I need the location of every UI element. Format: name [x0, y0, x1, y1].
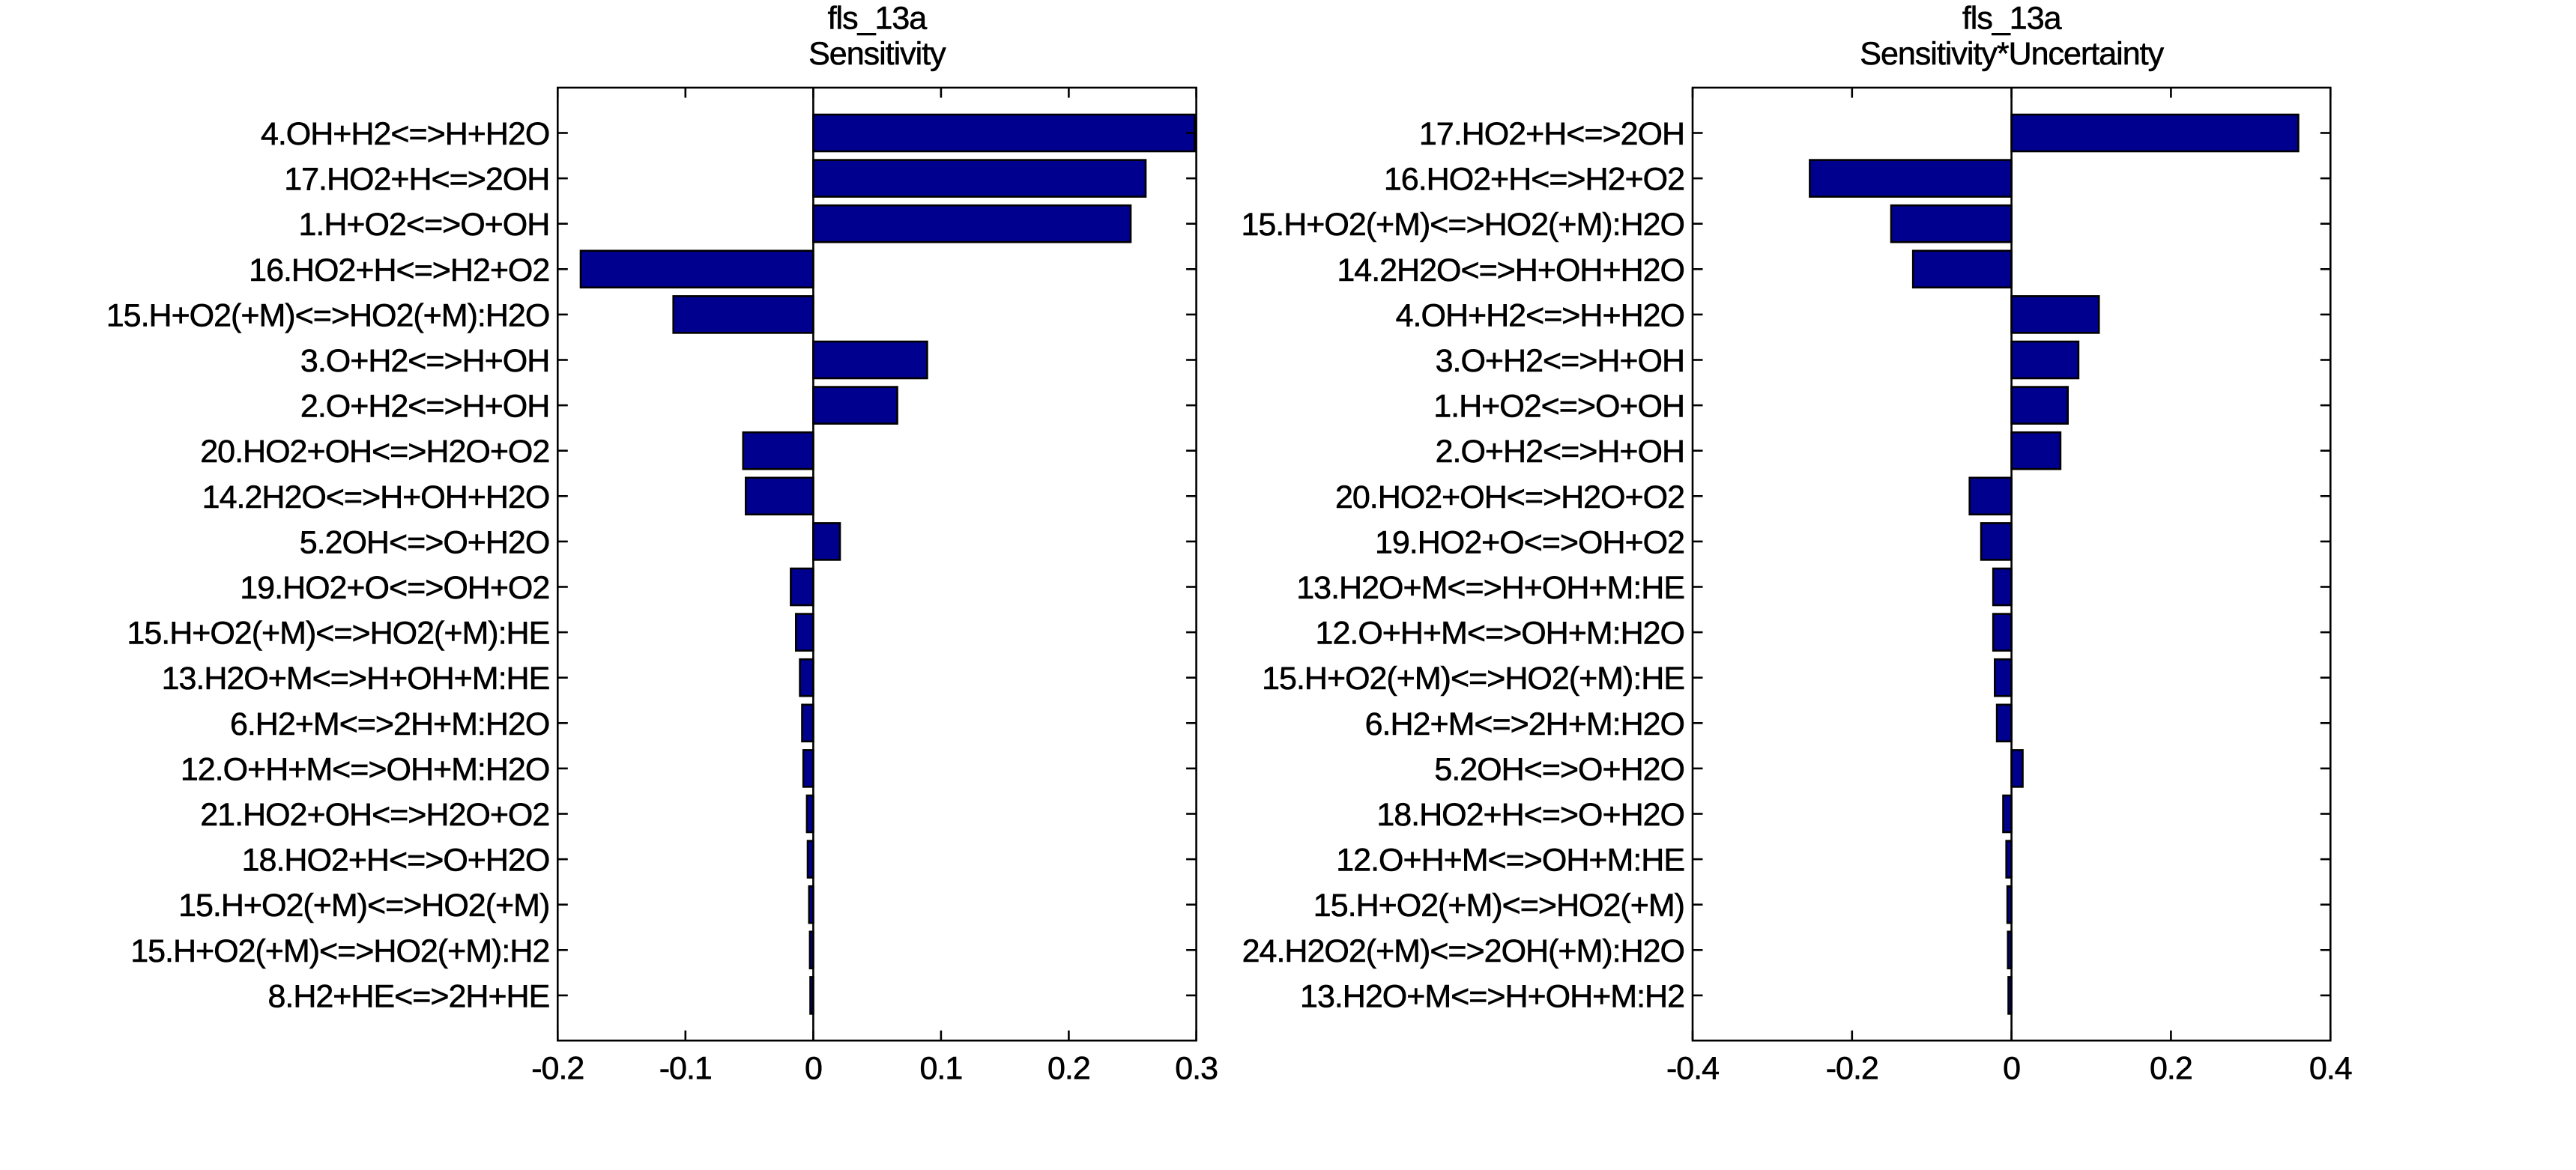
svg-text:5.2OH<=>O+H2O: 5.2OH<=>O+H2O — [300, 524, 550, 560]
svg-text:19.HO2+O<=>OH+O2: 19.HO2+O<=>OH+O2 — [240, 570, 549, 606]
svg-text:6.H2+M<=>2H+M:H2O: 6.H2+M<=>2H+M:H2O — [1365, 706, 1684, 742]
svg-text:0.2: 0.2 — [1047, 1050, 1090, 1086]
svg-text:-0.4: -0.4 — [1666, 1050, 1719, 1086]
svg-text:-0.2: -0.2 — [1826, 1050, 1878, 1086]
svg-text:fls_13a: fls_13a — [828, 1, 928, 37]
svg-text:13.H2O+M<=>H+OH+M:HE: 13.H2O+M<=>H+OH+M:HE — [1296, 570, 1684, 606]
svg-text:0.3: 0.3 — [1175, 1050, 1218, 1086]
svg-text:1.H+O2<=>O+OH: 1.H+O2<=>O+OH — [1433, 389, 1684, 425]
svg-text:20.HO2+OH<=>H2O+O2: 20.HO2+OH<=>H2O+O2 — [1335, 479, 1684, 515]
svg-text:-0.1: -0.1 — [659, 1050, 712, 1086]
svg-text:17.HO2+H<=>2OH: 17.HO2+H<=>2OH — [1419, 116, 1684, 152]
svg-text:15.H+O2(+M)<=>HO2(+M):HE: 15.H+O2(+M)<=>HO2(+M):HE — [127, 616, 549, 652]
svg-text:15.H+O2(+M)<=>HO2(+M): 15.H+O2(+M)<=>HO2(+M) — [1313, 888, 1684, 924]
svg-text:18.HO2+H<=>O+H2O: 18.HO2+H<=>O+H2O — [1376, 797, 1684, 833]
svg-text:12.O+H+M<=>OH+M:HE: 12.O+H+M<=>OH+M:HE — [1336, 843, 1684, 879]
svg-text:2.O+H2<=>H+OH: 2.O+H2<=>H+OH — [1436, 434, 1684, 470]
svg-text:13.H2O+M<=>H+OH+M:HE: 13.H2O+M<=>H+OH+M:HE — [162, 661, 550, 697]
svg-text:12.O+H+M<=>OH+M:H2O: 12.O+H+M<=>OH+M:H2O — [1316, 616, 1684, 652]
svg-text:0.1: 0.1 — [920, 1050, 963, 1086]
svg-text:15.H+O2(+M)<=>HO2(+M):H2O: 15.H+O2(+M)<=>HO2(+M):H2O — [106, 297, 550, 333]
svg-text:3.O+H2<=>H+OH: 3.O+H2<=>H+OH — [300, 343, 549, 379]
svg-text:fls_13a: fls_13a — [1962, 1, 2062, 37]
svg-text:12.O+H+M<=>OH+M:H2O: 12.O+H+M<=>OH+M:H2O — [181, 751, 549, 787]
svg-text:15.H+O2(+M)<=>HO2(+M):H2O: 15.H+O2(+M)<=>HO2(+M):H2O — [1241, 207, 1684, 243]
svg-text:19.HO2+O<=>OH+O2: 19.HO2+O<=>OH+O2 — [1375, 524, 1684, 560]
svg-text:4.OH+H2<=>H+H2O: 4.OH+H2<=>H+H2O — [261, 116, 549, 152]
svg-text:2.O+H2<=>H+OH: 2.O+H2<=>H+OH — [300, 389, 549, 425]
svg-text:15.H+O2(+M)<=>HO2(+M): 15.H+O2(+M)<=>HO2(+M) — [178, 888, 549, 924]
svg-text:-0.2: -0.2 — [531, 1050, 584, 1086]
svg-text:Sensitivity: Sensitivity — [808, 36, 946, 72]
svg-text:16.HO2+H<=>H2+O2: 16.HO2+H<=>H2+O2 — [1384, 162, 1684, 198]
svg-text:0: 0 — [2003, 1050, 2020, 1086]
svg-text:15.H+O2(+M)<=>HO2(+M):HE: 15.H+O2(+M)<=>HO2(+M):HE — [1262, 661, 1684, 697]
svg-text:0: 0 — [805, 1050, 822, 1086]
svg-text:14.2H2O<=>H+OH+H2O: 14.2H2O<=>H+OH+H2O — [1337, 252, 1684, 288]
svg-text:Sensitivity*Uncertainty: Sensitivity*Uncertainty — [1860, 36, 2164, 72]
svg-text:3.O+H2<=>H+OH: 3.O+H2<=>H+OH — [1436, 343, 1684, 379]
svg-text:8.H2+HE<=>2H+HE: 8.H2+HE<=>2H+HE — [267, 978, 549, 1014]
svg-text:14.2H2O<=>H+OH+H2O: 14.2H2O<=>H+OH+H2O — [202, 479, 550, 515]
svg-text:13.H2O+M<=>H+OH+M:H2: 13.H2O+M<=>H+OH+M:H2 — [1300, 978, 1684, 1014]
svg-text:18.HO2+H<=>O+H2O: 18.HO2+H<=>O+H2O — [242, 843, 550, 879]
svg-text:0.4: 0.4 — [2309, 1050, 2352, 1086]
svg-text:24.H2O2(+M)<=>2OH(+M):H2O: 24.H2O2(+M)<=>2OH(+M):H2O — [1242, 933, 1684, 969]
svg-text:21.HO2+OH<=>H2O+O2: 21.HO2+OH<=>H2O+O2 — [200, 797, 549, 833]
svg-text:20.HO2+OH<=>H2O+O2: 20.HO2+OH<=>H2O+O2 — [200, 434, 549, 470]
svg-text:0.2: 0.2 — [2150, 1050, 2192, 1086]
svg-text:6.H2+M<=>2H+M:H2O: 6.H2+M<=>2H+M:H2O — [230, 706, 549, 742]
svg-text:4.OH+H2<=>H+H2O: 4.OH+H2<=>H+H2O — [1396, 297, 1684, 333]
svg-text:1.H+O2<=>O+OH: 1.H+O2<=>O+OH — [299, 207, 550, 243]
svg-text:15.H+O2(+M)<=>HO2(+M):H2: 15.H+O2(+M)<=>HO2(+M):H2 — [130, 933, 549, 969]
svg-text:16.HO2+H<=>H2+O2: 16.HO2+H<=>H2+O2 — [249, 252, 549, 288]
svg-text:17.HO2+H<=>2OH: 17.HO2+H<=>2OH — [284, 162, 549, 198]
svg-text:5.2OH<=>O+H2O: 5.2OH<=>O+H2O — [1434, 751, 1684, 787]
